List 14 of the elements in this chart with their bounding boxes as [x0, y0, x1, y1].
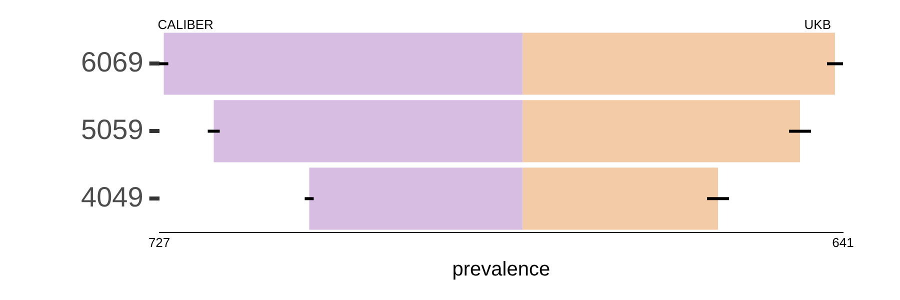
y-tick-label: 5059 — [80, 114, 144, 145]
series-label: UKB — [804, 16, 832, 32]
bar — [522, 168, 718, 230]
y-tick-label: 6069 — [80, 46, 144, 78]
bar — [309, 168, 523, 230]
bar — [164, 32, 523, 95]
y-tick-label: 4049 — [80, 181, 144, 212]
x-tick-label: 727 — [148, 234, 170, 250]
bar — [522, 32, 836, 95]
bar — [522, 100, 800, 162]
x-axis-title: prevalence — [452, 258, 550, 281]
bar — [214, 100, 523, 162]
x-tick-label: 641 — [832, 234, 854, 250]
series-label: CALIBER — [158, 16, 214, 32]
